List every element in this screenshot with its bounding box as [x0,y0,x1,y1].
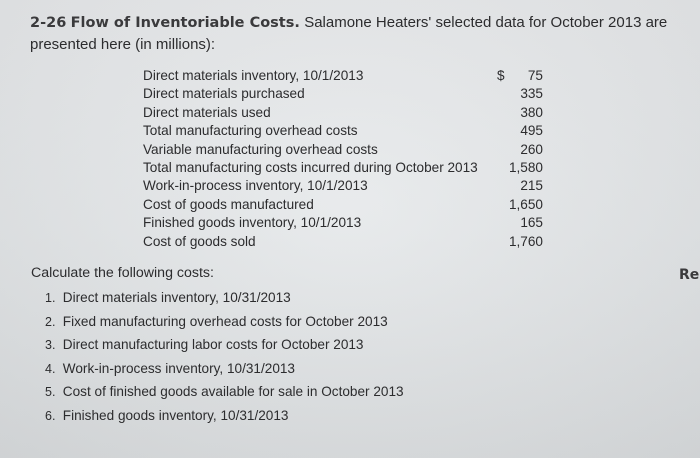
data-row: Cost of goods manufactured 1,650 [143,196,543,214]
question-item: 4. Work-in-process inventory, 10/31/2013 [45,359,404,383]
question-number: 1. [45,291,56,305]
data-value: 165 [520,215,543,231]
data-value: 215 [520,178,543,194]
question-item: 3. Direct manufacturing labor costs for … [45,335,404,359]
question-number: 2. [45,314,56,329]
question-item: 2. Fixed manufacturing overhead costs fo… [45,312,404,336]
data-label: Total manufacturing overhead costs [143,123,358,139]
question-number: 5. [45,385,56,400]
data-label: Cost of goods manufactured [143,196,314,212]
data-row: Direct materials purchased 335 [143,85,543,103]
data-value: 380 [520,104,543,120]
question-text: Fixed manufacturing overhead costs for O… [62,313,388,329]
problem-intro-line1: Salamone Heaters' selected data for Octo… [304,14,668,31]
data-row: Total manufacturing overhead costs 495 [143,122,543,140]
problem-number: 2-26 [30,15,67,31]
question-item: 5. Cost of finished goods available for … [45,382,404,406]
data-row: Direct materials inventory, 10/1/2013 $ … [143,67,543,85]
data-value: 335 [520,86,543,102]
cost-data-table: Direct materials inventory, 10/1/2013 $ … [143,67,543,251]
question-item: 1. Direct materials inventory, 10/31/201… [45,288,404,312]
data-label: Direct materials purchased [143,86,305,102]
question-number: 3. [45,338,56,353]
problem-title: Flow of Inventoriable Costs. [70,15,300,31]
question-text: Direct manufacturing labor costs for Oct… [62,337,364,353]
data-label: Cost of goods sold [143,233,256,249]
data-row: Finished goods inventory, 10/1/2013 165 [143,214,543,232]
data-label: Finished goods inventory, 10/1/2013 [143,215,362,231]
data-value: 1,580 [508,159,543,175]
data-row: Direct materials used 380 [143,104,543,122]
problem-heading: 2-26 Flow of Inventoriable Costs. Salamo… [30,12,680,56]
data-row: Variable manufacturing overhead costs 26… [143,141,543,159]
question-item: 6. Finished goods inventory, 10/31/2013 [45,406,404,430]
data-value: 75 [527,68,543,83]
data-value: 1,650 [508,196,543,212]
data-label: Total manufacturing costs incurred durin… [143,159,478,175]
question-number: 6. [45,408,56,423]
data-row: Total manufacturing costs incurred durin… [143,159,543,177]
question-number: 4. [45,361,56,376]
cropped-edge-text: Re [679,267,700,283]
data-value: 495 [520,123,543,139]
data-label: Direct materials inventory, 10/1/2013 [143,68,364,83]
currency-symbol: $ [497,68,505,83]
question-text: Direct materials inventory, 10/31/2013 [62,290,291,305]
question-list: 1. Direct materials inventory, 10/31/201… [45,288,404,430]
data-label: Work-in-process inventory, 10/1/2013 [143,178,368,194]
data-label: Variable manufacturing overhead costs [143,141,378,157]
question-text: Work-in-process inventory, 10/31/2013 [62,360,295,376]
data-row: Cost of goods sold 1,760 [143,233,543,251]
data-value: 1,760 [508,233,543,249]
data-label: Direct materials used [143,104,271,120]
data-row: Work-in-process inventory, 10/1/2013 215 [143,177,543,195]
data-value: 260 [520,141,543,157]
question-text: Cost of finished goods available for sal… [62,384,404,400]
problem-intro-line2: presented here (in millions): [30,36,216,53]
question-text: Finished goods inventory, 10/31/2013 [62,407,289,423]
instructions-text: Calculate the following costs: [31,265,214,281]
